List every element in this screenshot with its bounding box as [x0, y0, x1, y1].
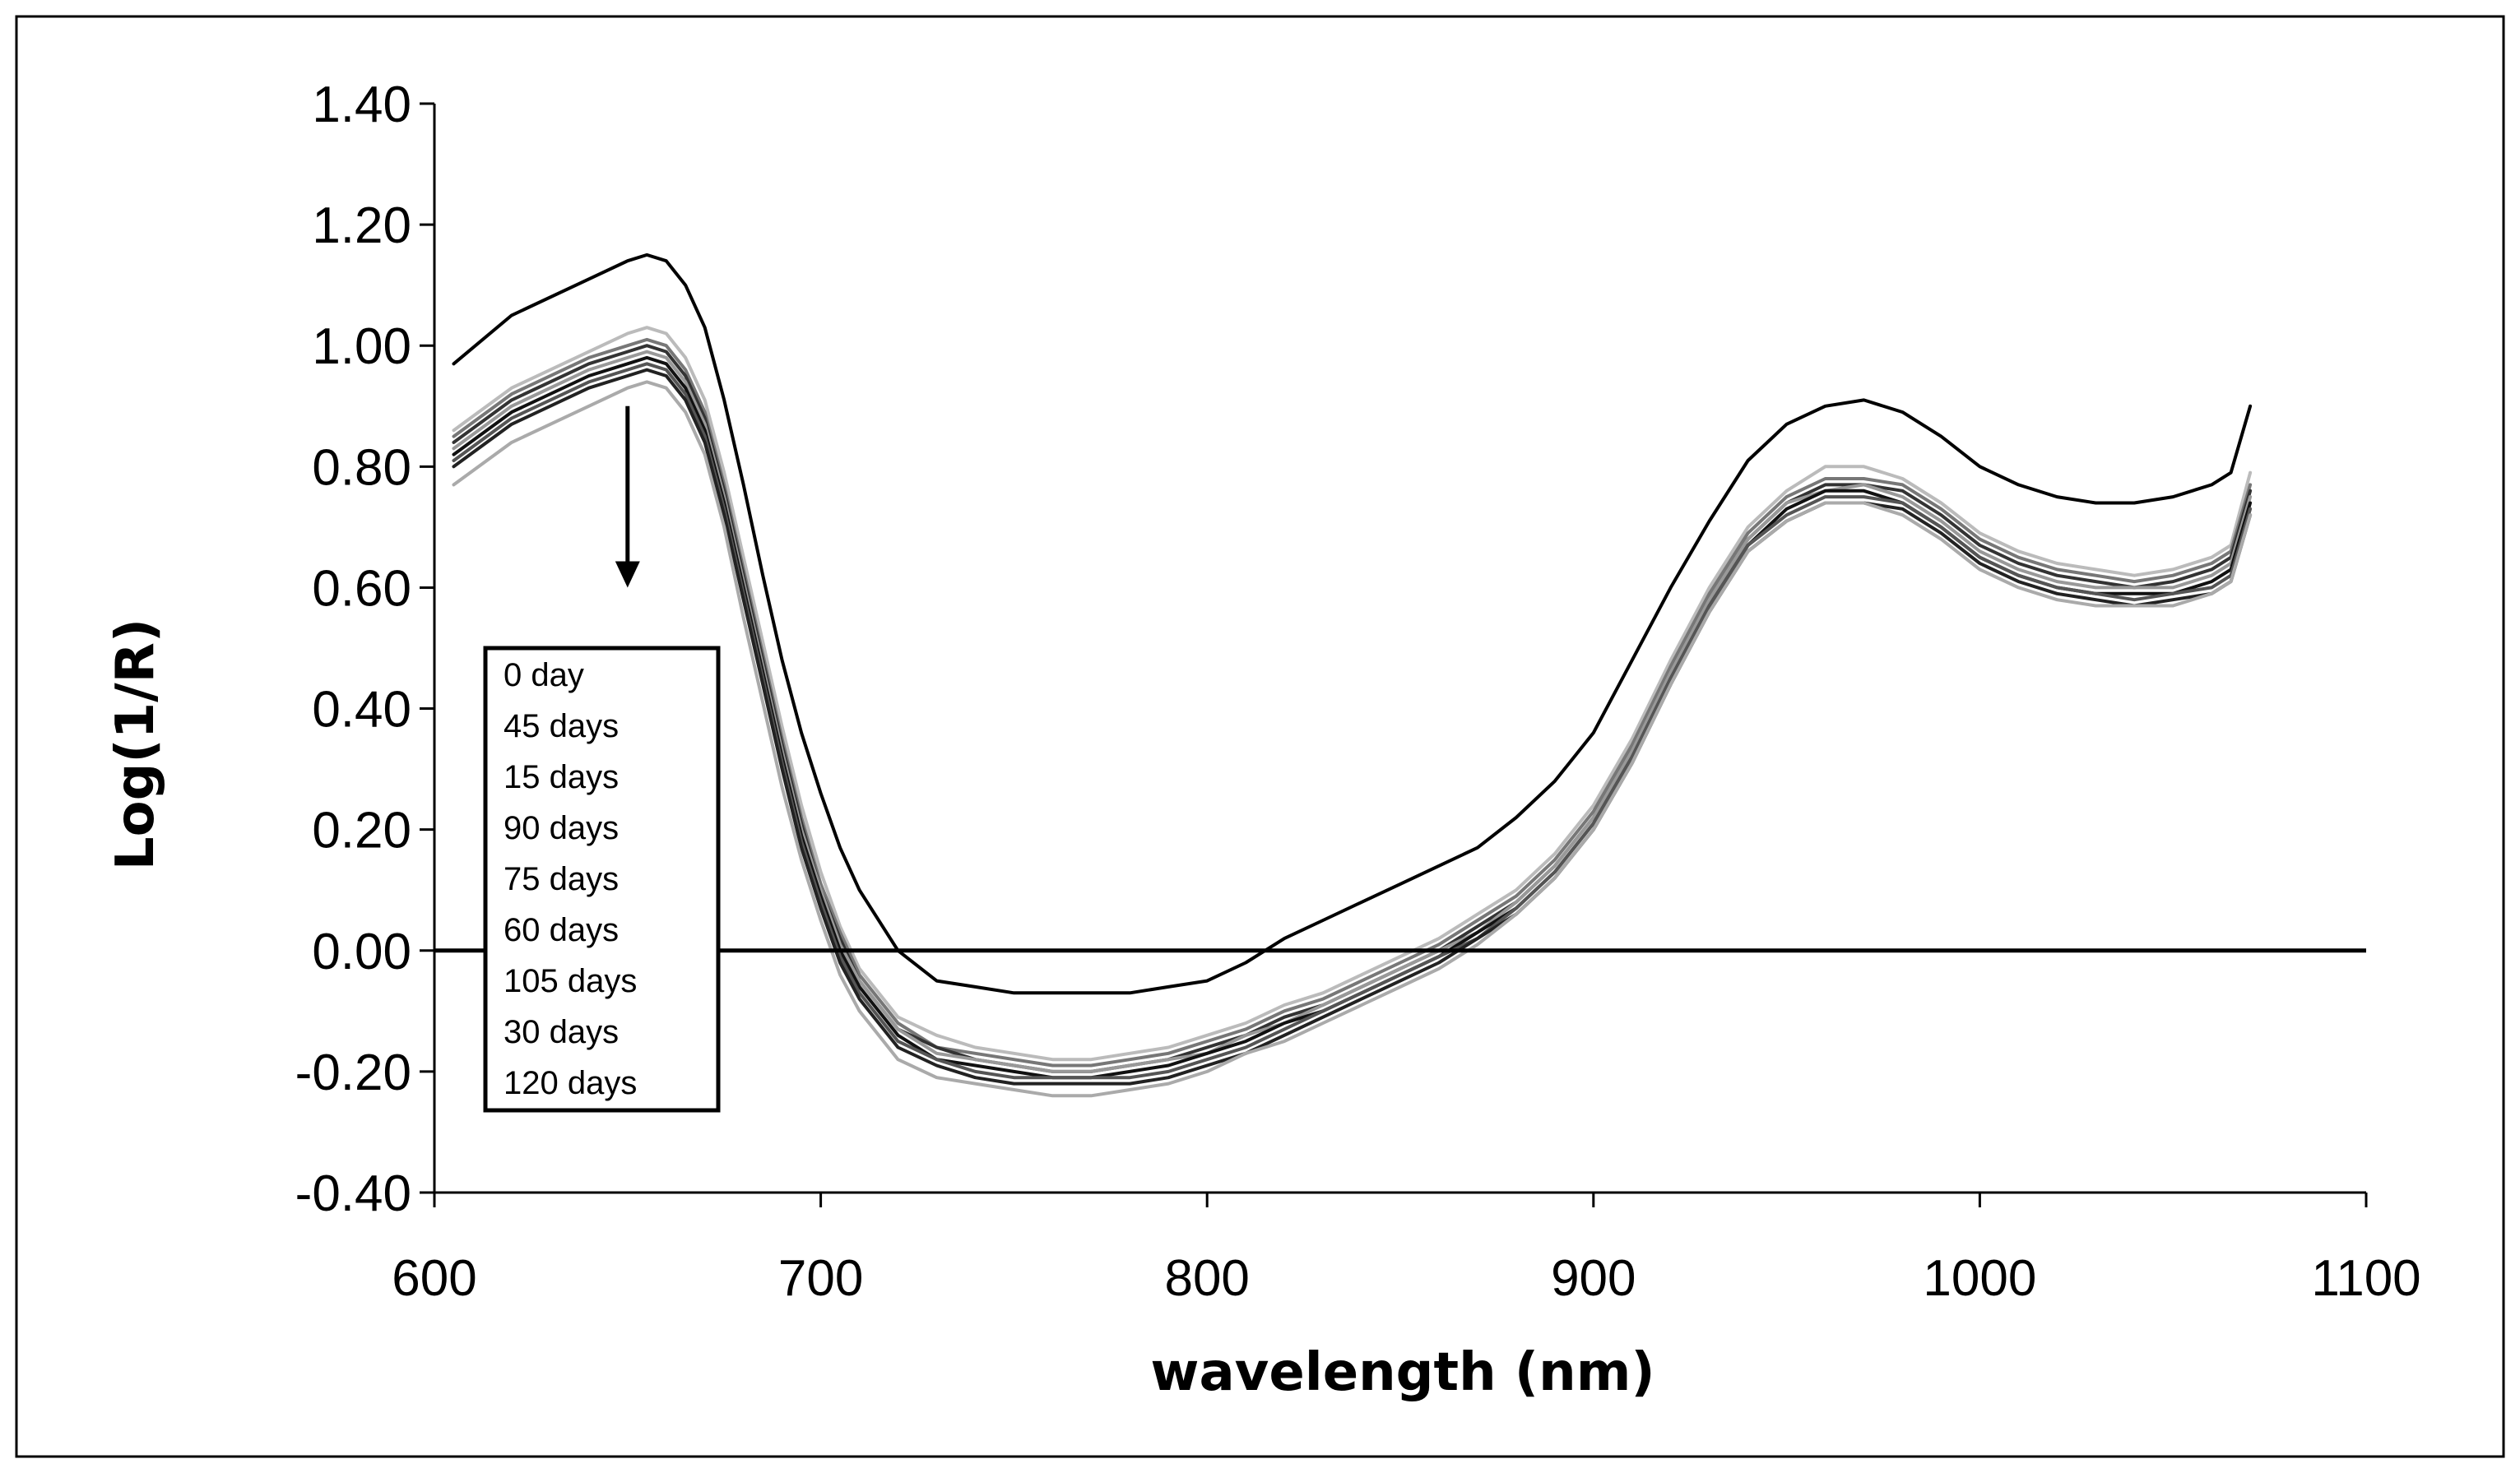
x-tick-label: 1000 — [1923, 1250, 2036, 1307]
y-tick-label: 0.60 — [312, 560, 411, 617]
legend-entry: 15 days — [504, 759, 619, 795]
legend-entry: 120 days — [504, 1065, 637, 1101]
legend-entry: 75 days — [504, 861, 619, 897]
series-line-8 — [452, 368, 2253, 1086]
chart-frame — [15, 15, 2505, 1458]
legend: 0 day 45 days 15 days 90 days 75 days 60 days… — [483, 646, 721, 1113]
x-axis-title: wavelength (nm) — [1150, 1342, 1654, 1403]
y-tick-label: 1.20 — [312, 197, 411, 254]
x-tick-label: 600 — [392, 1250, 476, 1307]
legend-entry: 30 days — [504, 1014, 619, 1050]
legend-entry: 0 day — [504, 657, 584, 693]
legend-entry: 60 days — [504, 912, 619, 948]
legend-box — [483, 646, 721, 1113]
y-tick-label: 1.40 — [312, 76, 411, 133]
y-tick-labels: -0.40 -0.20 0.00 0.20 0.40 0.60 0.80 1.00 1.20 1.… — [295, 76, 411, 1222]
y-tick-label: -0.40 — [295, 1165, 411, 1222]
x-tick-label: 700 — [778, 1250, 863, 1307]
x-tick-label: 1100 — [2311, 1250, 2420, 1307]
y-tick-label: 0.80 — [312, 439, 411, 496]
arrow-head — [615, 561, 640, 588]
x-tick-labels: 600 700 800 900 1000 1100 — [392, 1250, 2420, 1307]
y-tick-label: 0.00 — [312, 924, 411, 980]
series-line-1 — [452, 252, 2253, 995]
x-tick-label: 900 — [1551, 1250, 1636, 1307]
legend-items: 0 day 45 days 15 days 90 days 75 days 60 days… — [504, 657, 637, 1101]
axes — [420, 102, 2368, 1207]
legend-entry: 45 days — [504, 708, 619, 744]
y-tick-label: -0.20 — [295, 1045, 411, 1101]
x-tick-label: 800 — [1164, 1250, 1249, 1307]
series-line-9 — [452, 380, 2253, 1098]
y-axis-title: Log(1/R) — [105, 618, 166, 870]
series-lines — [452, 252, 2253, 1098]
y-tick-label: 0.20 — [312, 803, 411, 859]
legend-entry: 105 days — [504, 963, 637, 999]
annotation-arrow — [615, 405, 640, 588]
series-line-2 — [452, 326, 2253, 1062]
legend-entry: 90 days — [504, 810, 619, 846]
y-tick-label: 0.40 — [312, 682, 411, 739]
y-tick-label: 1.00 — [312, 318, 411, 375]
